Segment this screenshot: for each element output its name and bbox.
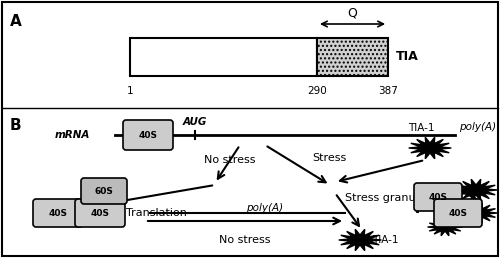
FancyBboxPatch shape: [81, 178, 127, 204]
Text: Translation: Translation: [126, 208, 187, 218]
FancyBboxPatch shape: [75, 199, 125, 227]
Polygon shape: [454, 179, 498, 201]
Polygon shape: [338, 229, 382, 251]
Polygon shape: [408, 137, 452, 159]
Text: Stress granules: Stress granules: [345, 193, 432, 203]
FancyBboxPatch shape: [33, 199, 83, 227]
Text: TIA: TIA: [396, 51, 419, 63]
Polygon shape: [458, 203, 498, 223]
Text: poly(A): poly(A): [246, 203, 284, 213]
Text: 1: 1: [126, 86, 134, 96]
Text: 60S: 60S: [94, 187, 114, 196]
Text: 40S: 40S: [428, 192, 448, 201]
Text: No stress: No stress: [219, 235, 271, 245]
Text: Q: Q: [348, 6, 358, 19]
Text: 40S: 40S: [448, 208, 468, 217]
Bar: [317, 38, 388, 76]
Text: AUG: AUG: [183, 117, 207, 127]
FancyBboxPatch shape: [434, 199, 482, 227]
Text: 387: 387: [378, 86, 398, 96]
Text: TIA-1: TIA-1: [372, 235, 398, 245]
FancyBboxPatch shape: [123, 120, 173, 150]
Text: B: B: [10, 118, 22, 133]
Text: Stress: Stress: [312, 153, 346, 163]
Text: 40S: 40S: [90, 208, 110, 217]
Text: 40S: 40S: [48, 208, 68, 217]
Bar: [130, 38, 317, 76]
Text: A: A: [10, 14, 22, 29]
Polygon shape: [428, 218, 462, 236]
Text: 290: 290: [307, 86, 327, 96]
Text: No stress: No stress: [204, 155, 256, 165]
Text: poly(A): poly(A): [459, 122, 496, 132]
Text: mRNA: mRNA: [55, 130, 90, 140]
Text: TIA-1: TIA-1: [408, 123, 434, 133]
FancyBboxPatch shape: [414, 183, 462, 211]
Text: 40S: 40S: [138, 131, 158, 140]
